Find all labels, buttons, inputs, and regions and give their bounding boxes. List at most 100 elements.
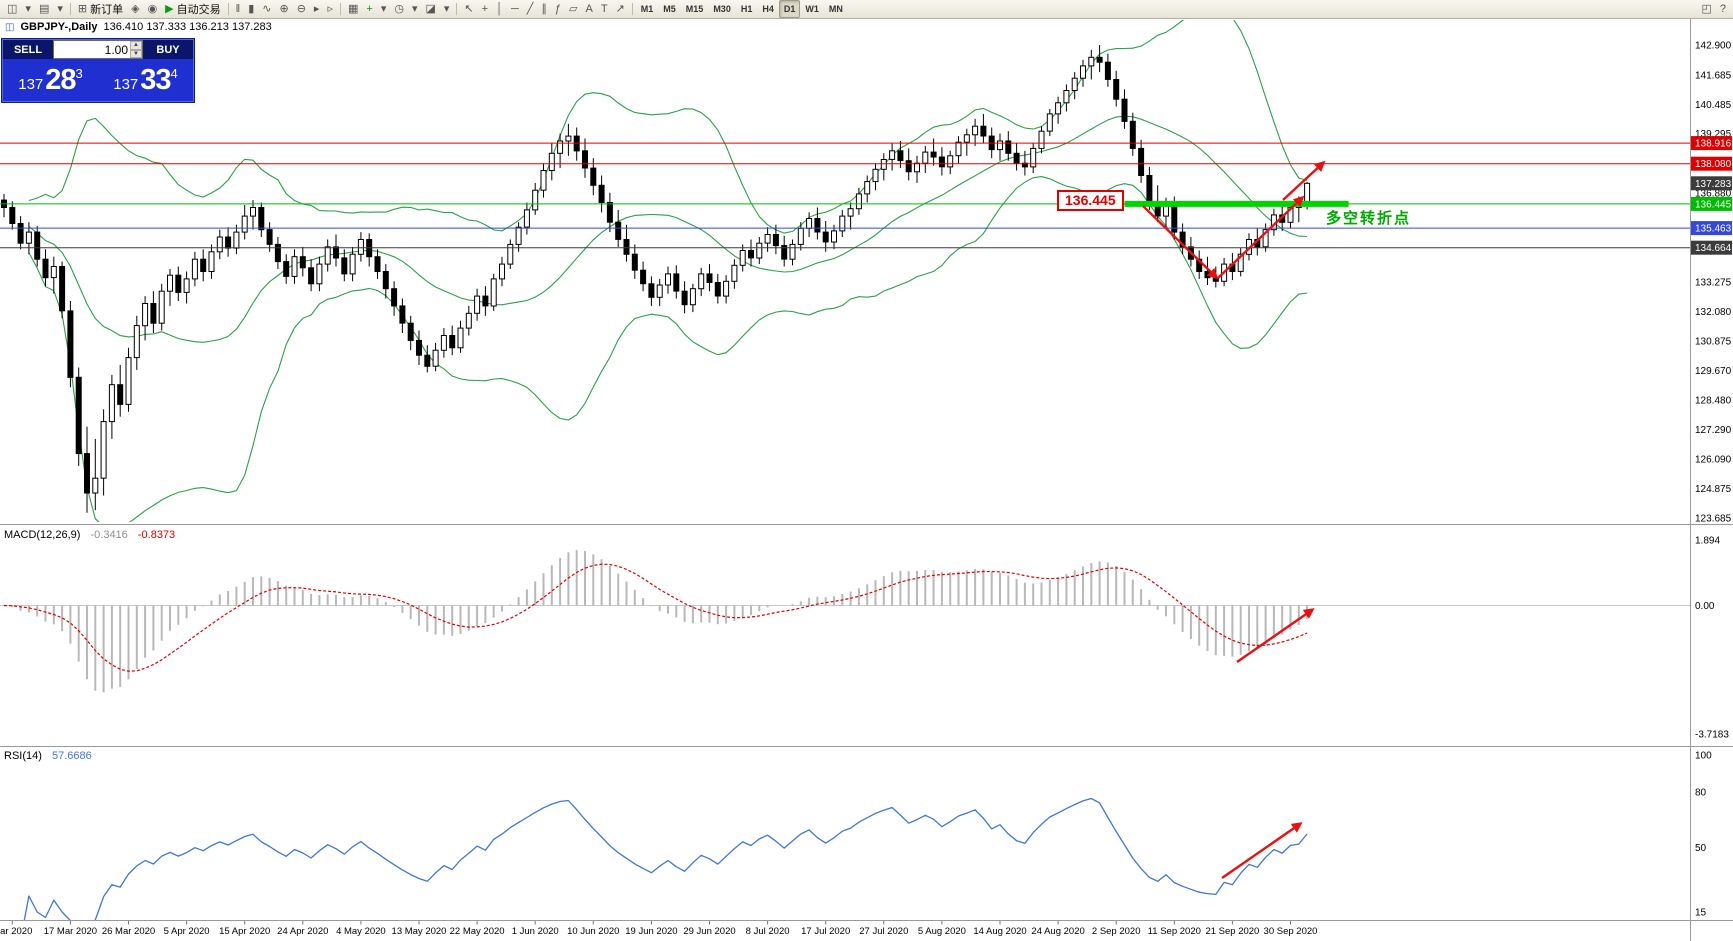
indicators-add-button[interactable]: +: [362, 0, 376, 18]
cursor-button[interactable]: ↖: [460, 0, 477, 18]
chart-title: ◫ GBPJPY-,Daily 136.410 137.333 136.213 …: [5, 21, 272, 33]
crosshair-button[interactable]: +: [478, 0, 492, 18]
auto-scroll-button[interactable]: ▸: [310, 0, 324, 18]
sell-button[interactable]: SELL: [3, 40, 53, 59]
cursor-icon: ↖: [464, 3, 474, 15]
svg-text:138.080: 138.080: [1695, 159, 1732, 170]
toolbar-separator: [227, 3, 229, 15]
chart-window-icon: ◫: [5, 21, 15, 33]
svg-text:17 Mar 2020: 17 Mar 2020: [44, 926, 97, 937]
timeframe-w1-button[interactable]: W1: [805, 4, 819, 14]
macd-axis: 1.894 0.00 -3.7183: [1695, 536, 1729, 741]
trend-arrow-rsi: [1221, 822, 1303, 879]
zoom-out-icon: ⊖: [296, 3, 306, 15]
trend-arrow-main: [1142, 205, 1219, 280]
bars-mode-button[interactable]: ‖: [232, 0, 245, 18]
shapes-icon: ▱: [569, 3, 578, 15]
rsi-label: RSI(14) 57.6686: [4, 750, 92, 762]
svg-text:17 Jul 2020: 17 Jul 2020: [801, 926, 850, 937]
new-chart-icon: ◫: [7, 3, 18, 15]
text-label-icon: T: [600, 3, 608, 15]
candles-mode-button[interactable]: ▮: [244, 0, 258, 18]
new-chart-button[interactable]: ◫: [3, 0, 21, 18]
horizontal-level-lines[interactable]: [0, 142, 1690, 249]
timeframe-m1-button[interactable]: M1: [640, 4, 654, 14]
sound-alert-button[interactable]: ◈: [127, 0, 143, 18]
lot-input[interactable]: [54, 41, 142, 58]
profiles-dropdown-button[interactable]: ▾: [53, 0, 67, 18]
line-mode-icon: ∿: [262, 3, 272, 15]
svg-text:26 Mar 2020: 26 Mar 2020: [102, 926, 155, 937]
price-tag-135.463: [1691, 221, 1732, 236]
price-tag-136.445: [1691, 196, 1732, 211]
macd-panel: [0, 550, 1690, 693]
svg-text:27 Jul 2020: 27 Jul 2020: [859, 926, 908, 937]
help-button[interactable]: ?: [1716, 0, 1730, 18]
svg-text:124.875: 124.875: [1695, 484, 1732, 495]
tile-windows-button[interactable]: ▦: [344, 0, 362, 18]
trend-arrows[interactable]: [1142, 160, 1326, 879]
profiles-button[interactable]: ▤: [35, 0, 53, 18]
channel-button[interactable]: ∥: [537, 0, 551, 18]
timeframe-m15-button[interactable]: M15: [685, 4, 704, 14]
svg-text:136.445: 136.445: [1695, 199, 1732, 210]
zoom-in-button[interactable]: ⊕: [275, 0, 292, 18]
price-level-callout[interactable]: 136.445: [1057, 190, 1124, 211]
svg-text:136.880: 136.880: [1695, 189, 1732, 200]
text-button[interactable]: A: [581, 0, 596, 18]
text-label-button[interactable]: T: [597, 0, 612, 18]
shapes-button[interactable]: ▱: [565, 0, 581, 18]
fibonacci-button[interactable]: ƒ: [551, 0, 565, 18]
timeframe-mn-button[interactable]: MN: [828, 4, 843, 14]
arrows-tool-button[interactable]: ↗: [612, 0, 629, 18]
indicators-dropdown-button[interactable]: ▾: [377, 0, 391, 18]
line-mode-button[interactable]: ∿: [258, 0, 275, 18]
new-order-button[interactable]: ⊞ 新订单: [74, 0, 127, 18]
toolbar: ◫ ▾ ▤ ▾ ⊞ 新订单 ◈ ◉ ▶ 自动交易 ‖ ▮ ∿ ⊕ ⊖ ▸ ▹ ▦ + ▾ ◷ ▾ ◪ ▾ ↖ + │ ─ ╱ ∥ ƒ ▱ A T ↗…: [0, 0, 1733, 19]
fullscreen-button[interactable]: ◰: [1697, 0, 1715, 18]
buy-price: 137 33 4: [98, 59, 193, 101]
auto-trading-button[interactable]: ▶ 自动交易: [161, 0, 224, 18]
timeframe-m30-button[interactable]: M30: [713, 4, 731, 14]
lot-increase-button[interactable]: ▲: [130, 41, 142, 50]
timeframe-h1-button[interactable]: H1: [740, 4, 753, 14]
periods-dropdown-icon: ▾: [411, 3, 418, 15]
turning-point-label[interactable]: 多空转折点: [1326, 210, 1412, 227]
vertical-line-icon: │: [496, 3, 503, 15]
trendline-button[interactable]: ╱: [523, 0, 538, 18]
sound-alert-icon: ◈: [131, 3, 140, 15]
templates-dropdown-button[interactable]: ▾: [440, 0, 454, 18]
news-button[interactable]: ◉: [144, 0, 162, 18]
timeframe-m5-button[interactable]: M5: [663, 4, 676, 14]
price-tag-138.916: [1691, 136, 1732, 151]
ohlc-readout: 136.410 137.333 136.213 137.283: [103, 21, 272, 33]
indicators-dropdown-icon: ▾: [380, 3, 387, 15]
one-click-trading-panel: SELL ▲ ▼ BUY 137 28 3 137 33 4: [1, 38, 195, 103]
channel-icon: ∥: [541, 3, 547, 15]
horizontal-line-icon: ─: [510, 3, 519, 15]
templates-button[interactable]: ◪: [421, 0, 439, 18]
chart-list-button[interactable]: ▾: [21, 0, 35, 18]
svg-text:139.295: 139.295: [1695, 129, 1732, 140]
svg-text:24 Aug 2020: 24 Aug 2020: [1031, 926, 1084, 937]
zoom-out-button[interactable]: ⊖: [293, 0, 310, 18]
vertical-line-button[interactable]: │: [492, 0, 507, 18]
lot-decrease-button[interactable]: ▼: [130, 49, 142, 58]
timeframe-d1-button[interactable]: D1: [778, 0, 801, 18]
auto-trading-label: 自动交易: [176, 4, 221, 16]
trend-arrow-main: [1217, 195, 1305, 279]
bars-mode-icon: ‖: [235, 3, 241, 15]
svg-text:141.685: 141.685: [1695, 70, 1732, 81]
trend-arrow-main: [1282, 160, 1326, 201]
svg-text:5 Apr 2020: 5 Apr 2020: [164, 926, 210, 937]
horizontal-line-button[interactable]: ─: [507, 0, 523, 18]
periods-button[interactable]: ◷: [390, 0, 408, 18]
periods-dropdown-button[interactable]: ▾: [408, 0, 422, 18]
chart-shift-button[interactable]: ▹: [323, 0, 337, 18]
svg-text:15: 15: [1695, 908, 1707, 919]
buy-button[interactable]: BUY: [143, 40, 193, 59]
toolbar-separator: [456, 3, 458, 15]
candles: [1, 45, 1311, 513]
timeframe-h4-button[interactable]: H4: [762, 4, 774, 14]
